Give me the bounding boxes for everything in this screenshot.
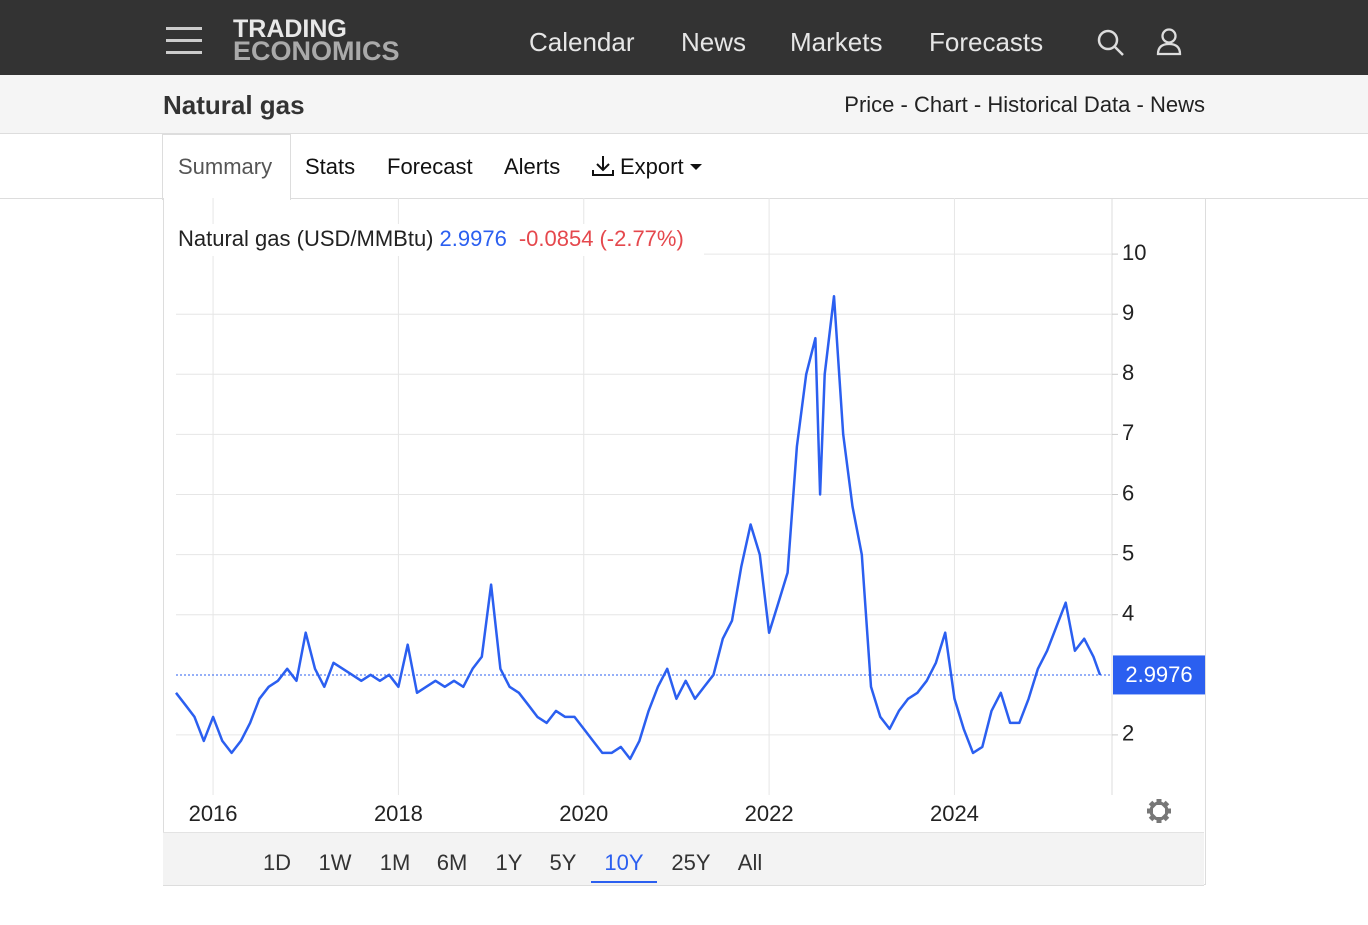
- nav-link[interactable]: News: [681, 27, 747, 57]
- range-button[interactable]: 1W: [318, 850, 352, 875]
- gear-ring: [1149, 801, 1169, 821]
- top-nav: TRADING ECONOMICS Calendar News Markets …: [0, 0, 1368, 75]
- user-icon[interactable]: [1155, 27, 1185, 57]
- tab[interactable]: Summary: [178, 154, 273, 179]
- tab[interactable]: Forecast: [387, 154, 473, 179]
- header-link[interactable]: Chart: [913, 92, 968, 117]
- active-underline: [591, 881, 657, 883]
- y-tick-label: 7: [1122, 420, 1134, 445]
- menu-icon[interactable]: [166, 27, 204, 55]
- tab[interactable]: Stats: [305, 154, 356, 179]
- title-bg: [176, 224, 704, 256]
- x-tick-label: 2020: [559, 801, 608, 826]
- title-text: Natural gas (USD/MMBtu): [178, 226, 434, 251]
- title-change-percent: (-2.77%): [599, 226, 683, 251]
- header-link[interactable]: News: [1149, 92, 1205, 117]
- brand-top: TRADING: [233, 15, 347, 43]
- nav-link[interactable]: Calendar: [529, 27, 635, 57]
- separator: -: [1136, 92, 1144, 117]
- settings-icon[interactable]: [1147, 799, 1171, 823]
- tab[interactable]: Alerts: [504, 154, 561, 179]
- caret: [690, 164, 702, 170]
- nav-link[interactable]: Markets: [790, 27, 883, 57]
- y-tick-label: 6: [1122, 480, 1134, 505]
- x-tick-label: 2022: [745, 801, 794, 826]
- y-tick-label: 2: [1122, 721, 1134, 746]
- title-last: 2.9976: [440, 226, 507, 251]
- chart-title: Natural gas (USD/MMBtu) 2.9976 -0.0854 (-2.…: [178, 226, 684, 251]
- x-tick-label: 2018: [374, 801, 423, 826]
- separator: -: [900, 92, 908, 117]
- download-icon: [592, 156, 614, 176]
- range-button[interactable]: 1D: [262, 850, 292, 875]
- active-tab[interactable]: [162, 134, 291, 200]
- last-value-label: 2.9976: [1125, 662, 1192, 687]
- range-button[interactable]: 1M: [379, 850, 411, 875]
- brand-bottom: ECONOMICS: [233, 36, 400, 66]
- range-button[interactable]: 25Y: [671, 850, 711, 875]
- y-tick-label: 5: [1122, 540, 1134, 565]
- x-tick-label: 2016: [189, 801, 238, 826]
- y-tick-label: 10: [1122, 240, 1146, 265]
- tabs: Summary Stats Forecast Alerts Export: [0, 134, 1368, 200]
- y-tick-label: 9: [1122, 300, 1134, 325]
- range-bar: 1D 1W 1M 6M 1Y 5Y 10Y 25Y All: [163, 832, 1204, 886]
- y-tick-label: 4: [1122, 601, 1134, 626]
- header-link[interactable]: Historical Data: [987, 92, 1131, 117]
- nav-link[interactable]: Forecasts: [929, 27, 1044, 57]
- page-title: Natural gas: [163, 90, 305, 120]
- range-button[interactable]: 5Y: [549, 850, 577, 875]
- sub-header: Natural gas Price - Chart - Historical D…: [0, 75, 1368, 134]
- separator: -: [973, 92, 982, 117]
- range-button-active[interactable]: 10Y: [604, 850, 644, 875]
- search-icon[interactable]: [1096, 28, 1126, 58]
- x-tick-label: 2024: [930, 801, 979, 826]
- brand[interactable]: TRADING ECONOMICS: [233, 15, 400, 66]
- last-value-badge: [1113, 655, 1205, 695]
- title-change: -0.0854: [519, 226, 594, 251]
- range-button[interactable]: 6M: [436, 850, 468, 875]
- header-links: Price - Chart - Historical Data - News: [844, 92, 1205, 118]
- range-button[interactable]: All: [737, 850, 763, 875]
- header-link[interactable]: Price: [844, 92, 895, 117]
- price-line: [175, 294, 1102, 761]
- y-tick-label: 8: [1122, 360, 1134, 385]
- range-button[interactable]: 1Y: [495, 850, 523, 875]
- tab[interactable]: Export: [620, 154, 684, 179]
